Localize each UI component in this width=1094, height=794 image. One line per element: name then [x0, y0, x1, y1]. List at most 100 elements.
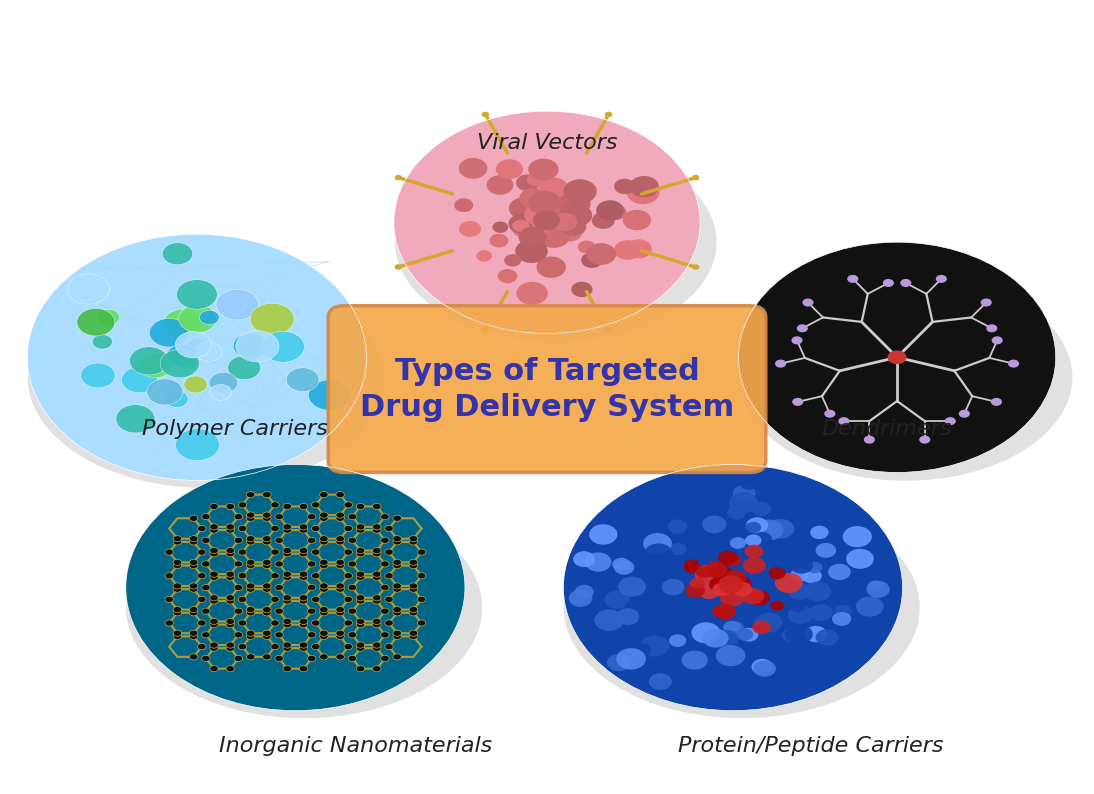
Circle shape — [189, 536, 198, 542]
Circle shape — [381, 608, 389, 615]
Circle shape — [283, 622, 291, 628]
Circle shape — [385, 644, 393, 649]
Circle shape — [189, 562, 198, 569]
Circle shape — [709, 577, 730, 592]
Circle shape — [300, 524, 307, 530]
Circle shape — [796, 324, 807, 333]
Circle shape — [385, 620, 393, 626]
Circle shape — [226, 524, 234, 530]
Circle shape — [300, 550, 307, 557]
Circle shape — [740, 476, 759, 490]
Circle shape — [790, 557, 813, 574]
Circle shape — [788, 606, 813, 624]
Circle shape — [492, 222, 509, 233]
Circle shape — [563, 464, 903, 711]
Circle shape — [605, 205, 627, 220]
Circle shape — [618, 576, 645, 597]
Circle shape — [725, 555, 742, 566]
Circle shape — [246, 583, 255, 589]
Circle shape — [348, 655, 357, 661]
Circle shape — [263, 586, 271, 592]
Circle shape — [238, 502, 247, 508]
Circle shape — [752, 659, 773, 675]
Circle shape — [770, 600, 784, 611]
Circle shape — [393, 630, 401, 636]
Circle shape — [271, 620, 279, 626]
Circle shape — [357, 665, 364, 672]
Circle shape — [319, 634, 328, 639]
Circle shape — [573, 551, 595, 567]
Circle shape — [357, 619, 364, 625]
Circle shape — [201, 561, 210, 567]
Circle shape — [373, 574, 381, 580]
Circle shape — [210, 622, 218, 628]
Circle shape — [238, 572, 247, 579]
Circle shape — [481, 112, 489, 118]
Circle shape — [409, 583, 418, 589]
Circle shape — [381, 538, 389, 543]
Circle shape — [883, 279, 894, 287]
Circle shape — [417, 620, 426, 626]
Circle shape — [312, 620, 319, 626]
Circle shape — [516, 175, 539, 191]
Circle shape — [790, 569, 808, 581]
Circle shape — [275, 584, 283, 591]
Circle shape — [454, 198, 474, 212]
Circle shape — [165, 549, 174, 555]
Circle shape — [196, 342, 222, 361]
Circle shape — [307, 538, 316, 543]
Circle shape — [344, 620, 352, 626]
Circle shape — [520, 187, 548, 209]
Circle shape — [173, 539, 182, 545]
Circle shape — [726, 622, 745, 634]
Circle shape — [720, 588, 745, 607]
Circle shape — [838, 417, 849, 426]
Circle shape — [189, 630, 198, 636]
Circle shape — [1008, 360, 1020, 368]
Circle shape — [344, 502, 352, 508]
Circle shape — [593, 245, 615, 260]
Circle shape — [527, 191, 561, 215]
Circle shape — [319, 610, 328, 616]
Circle shape — [226, 642, 234, 648]
Circle shape — [309, 380, 350, 410]
Circle shape — [792, 398, 803, 406]
Circle shape — [173, 559, 182, 565]
Circle shape — [226, 571, 234, 577]
Circle shape — [782, 627, 802, 642]
Circle shape — [381, 514, 389, 520]
Circle shape — [864, 436, 875, 444]
Circle shape — [198, 620, 206, 626]
Circle shape — [201, 632, 210, 638]
Circle shape — [743, 557, 766, 574]
Circle shape — [300, 622, 307, 628]
Circle shape — [394, 111, 700, 333]
Text: Protein/Peptide Carriers: Protein/Peptide Carriers — [678, 736, 944, 757]
Circle shape — [690, 578, 705, 588]
Circle shape — [226, 550, 234, 557]
Circle shape — [307, 632, 316, 638]
Circle shape — [226, 547, 234, 553]
Circle shape — [574, 585, 594, 599]
Circle shape — [189, 586, 198, 592]
Ellipse shape — [563, 497, 920, 718]
Circle shape — [504, 254, 521, 267]
Circle shape — [300, 547, 307, 553]
Circle shape — [417, 549, 426, 555]
Circle shape — [238, 620, 247, 626]
Circle shape — [165, 596, 174, 603]
Circle shape — [560, 203, 592, 227]
Circle shape — [529, 205, 557, 225]
Circle shape — [263, 607, 271, 613]
Circle shape — [753, 532, 772, 546]
Circle shape — [815, 543, 836, 558]
Circle shape — [552, 213, 578, 231]
Circle shape — [116, 405, 154, 433]
Circle shape — [216, 289, 258, 320]
Circle shape — [725, 576, 752, 595]
Circle shape — [178, 305, 217, 333]
Circle shape — [578, 241, 595, 253]
Circle shape — [348, 538, 357, 543]
Circle shape — [749, 590, 770, 605]
Circle shape — [319, 607, 328, 613]
